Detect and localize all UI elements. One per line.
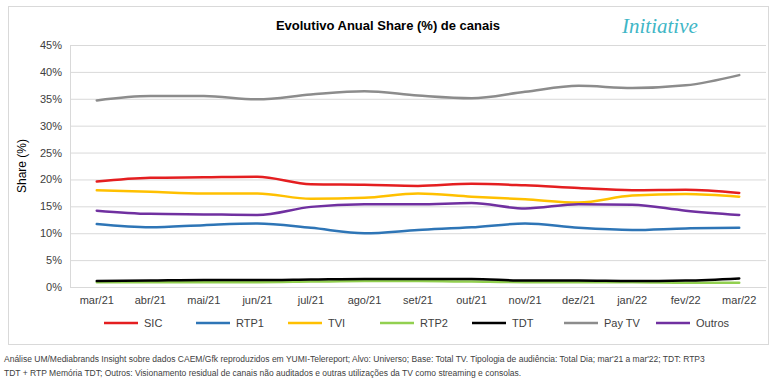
- x-axis-line: [71, 287, 767, 288]
- series-line: [97, 75, 739, 100]
- x-tick-label: mar/21: [80, 294, 114, 306]
- grid-line: [70, 260, 766, 261]
- legend-item: Pay TV: [564, 317, 641, 329]
- legend-swatch: [564, 322, 598, 325]
- footnote: Análise UM/Mediabrands Insight sobre dad…: [4, 354, 705, 378]
- y-axis-title: Share (%): [15, 139, 29, 193]
- legend-item: RTP1: [196, 317, 264, 329]
- grid-line: [70, 233, 766, 234]
- grid-line: [70, 72, 766, 73]
- legend-swatch: [380, 322, 414, 325]
- grid-line: [70, 179, 766, 180]
- y-axis-line: [70, 46, 71, 288]
- y-tick: 40%: [40, 66, 70, 78]
- legend-swatch: [472, 322, 506, 325]
- legend-label: SIC: [144, 317, 162, 329]
- y-tick: 35%: [40, 93, 70, 105]
- x-tick-label: abr/21: [135, 294, 166, 306]
- x-tick: jan/22: [616, 287, 647, 306]
- x-tick: out/21: [456, 287, 487, 306]
- y-tick: 30%: [40, 120, 70, 132]
- y-tick-label: 40%: [40, 66, 62, 78]
- legend-swatch: [196, 322, 230, 325]
- y-tick-label: 30%: [40, 120, 62, 132]
- grid: [70, 46, 766, 288]
- grid-line: [70, 126, 766, 127]
- grid-line: [70, 99, 766, 100]
- chart-frame: [9, 7, 769, 345]
- x-tick: ago/21: [348, 287, 382, 306]
- legend-item: RTP2: [380, 317, 448, 329]
- x-tick: mar/22: [722, 287, 756, 306]
- y-tick-label: 15%: [40, 200, 62, 212]
- series-line: [97, 177, 739, 193]
- logo: Initiative: [621, 14, 698, 38]
- footnote-line: TDT + RTP Memória TDT; Outros: Visioname…: [4, 368, 521, 378]
- lines: [97, 75, 739, 283]
- x-axis: mar/21 abr/21 mai/21 jun/21 jul/21 ago/21 set/…: [71, 287, 767, 306]
- x-tick: mai/21: [187, 287, 220, 306]
- y-tick-label: 5%: [46, 254, 62, 266]
- y-tick-label: 25%: [40, 147, 62, 159]
- x-tick-label: mar/22: [722, 294, 756, 306]
- footnote-line: Análise UM/Mediabrands Insight sobre dad…: [4, 354, 705, 364]
- legend-item: TVI: [288, 317, 345, 329]
- x-tick: nov/21: [509, 287, 542, 306]
- x-tick: set/21: [403, 287, 433, 306]
- x-tick-label: set/21: [403, 294, 433, 306]
- legend: SIC RTP1 TVI RTP2 TDT Pay TV Outros: [104, 317, 730, 329]
- legend-item: Outros: [656, 317, 730, 329]
- x-tick-label: fev/22: [671, 294, 701, 306]
- x-tick: abr/21: [135, 287, 166, 306]
- y-tick: 45%: [40, 39, 70, 51]
- y-tick: 25%: [40, 147, 70, 159]
- x-tick: mar/21: [80, 287, 114, 306]
- legend-label: RTP2: [420, 317, 448, 329]
- series-line: [97, 203, 739, 215]
- y-tick-label: 35%: [40, 93, 62, 105]
- y-tick: 5%: [46, 254, 70, 266]
- series-line: [97, 278, 739, 281]
- legend-label: Pay TV: [604, 317, 641, 329]
- x-tick-label: nov/21: [509, 294, 542, 306]
- grid-line: [70, 153, 766, 154]
- legend-item: TDT: [472, 317, 534, 329]
- grid-line: [70, 45, 766, 46]
- x-tick-label: jul/21: [297, 294, 324, 306]
- x-tick-label: out/21: [456, 294, 487, 306]
- grid-line: [70, 287, 766, 288]
- y-tick-label: 0%: [46, 281, 62, 293]
- y-axis: 0% 5% 10% 15% 20% 25% 30% 35% 40% 45%: [40, 39, 71, 293]
- x-tick: dez/21: [562, 287, 595, 306]
- series-line: [97, 190, 739, 202]
- y-tick: 0%: [46, 281, 70, 293]
- y-tick-label: 20%: [40, 173, 62, 185]
- legend-label: RTP1: [236, 317, 264, 329]
- x-tick-label: mai/21: [187, 294, 220, 306]
- x-tick: fev/22: [671, 287, 701, 306]
- y-tick-label: 45%: [40, 39, 62, 51]
- x-tick-label: jan/22: [616, 294, 647, 306]
- x-tick-label: ago/21: [348, 294, 382, 306]
- y-tick: 15%: [40, 200, 70, 212]
- legend-swatch: [104, 322, 138, 325]
- title: Evolutivo Anual Share (%) de canais: [276, 18, 500, 33]
- x-tick: jun/21: [241, 287, 272, 306]
- legend-label: Outros: [696, 317, 730, 329]
- y-tick-label: 10%: [40, 227, 62, 239]
- legend-label: TDT: [512, 317, 534, 329]
- legend-label: TVI: [328, 317, 345, 329]
- legend-swatch: [288, 322, 322, 325]
- x-tick: jul/21: [297, 287, 324, 306]
- chart: Evolutivo Anual Share (%) de canais Initi…: [0, 0, 776, 388]
- y-tick: 10%: [40, 227, 70, 239]
- legend-item: SIC: [104, 317, 162, 329]
- x-tick-label: jun/21: [241, 294, 272, 306]
- x-tick-label: dez/21: [562, 294, 595, 306]
- y-tick: 20%: [40, 173, 70, 185]
- series-line: [97, 224, 739, 234]
- legend-swatch: [656, 322, 690, 325]
